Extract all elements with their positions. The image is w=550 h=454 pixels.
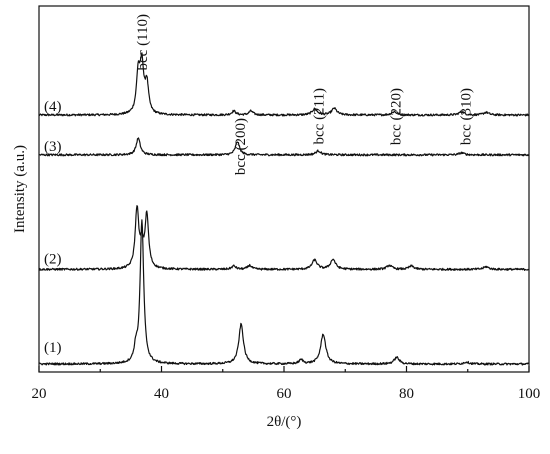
- series-line-4: [38, 219, 530, 366]
- x-axis: 20 40 60 80 100: [32, 366, 541, 402]
- peak-annotation: bcc (220): [389, 88, 405, 145]
- x-tick-label: 20: [32, 386, 47, 402]
- series-label: (2): [44, 251, 62, 267]
- peak-annotation: bcc (211): [311, 88, 327, 145]
- x-tick-label: 60: [277, 386, 292, 402]
- x-axis-title: 2θ/(°): [267, 414, 302, 430]
- series-line-1: [38, 52, 530, 117]
- x-tick-label: 40: [154, 386, 169, 402]
- y-axis-title: Intensity (a.u.): [12, 145, 28, 233]
- series-layer: [38, 52, 530, 366]
- label-layer: (4) (3) (2) (1) bcc (110) bcc (200) bcc (211) b…: [44, 14, 474, 356]
- series-line-2: [38, 137, 530, 157]
- x-tick-label: 80: [399, 386, 414, 402]
- series-label: (3): [44, 139, 62, 155]
- plot-frame: [38, 5, 530, 373]
- series-label: (4): [44, 99, 62, 115]
- peak-annotation: bcc (310): [458, 88, 474, 145]
- peak-annotation: bcc (200): [233, 118, 249, 175]
- x-tick-label: 100: [518, 386, 541, 402]
- series-line-3: [38, 205, 530, 271]
- series-label: (1): [44, 340, 62, 356]
- peak-annotation: bcc (110): [135, 14, 151, 71]
- plot-border: [38, 5, 530, 373]
